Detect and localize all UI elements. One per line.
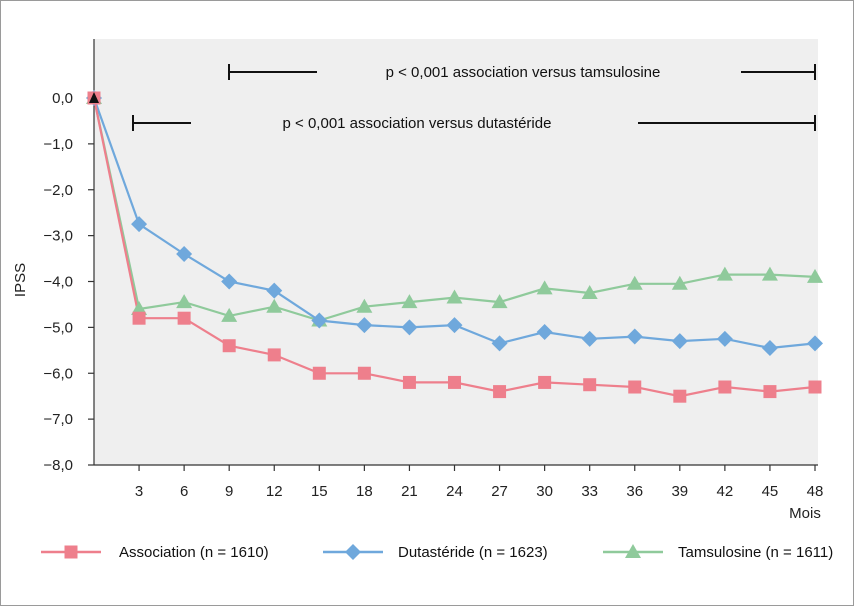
data-point-triangle	[401, 294, 418, 309]
x-tick-label: 9	[225, 483, 233, 500]
data-point-triangle	[671, 275, 688, 290]
annotation-dutasteride: p < 0,001 association versus dutastéride	[132, 115, 816, 132]
legend: Association (n = 1610) Dutastéride (n = 1…	[41, 544, 833, 561]
x-tick-label: 21	[401, 483, 418, 500]
data-point-diamond	[221, 273, 238, 290]
data-point-square	[267, 348, 281, 362]
x-tick-label: 27	[491, 483, 508, 500]
data-point-square	[357, 366, 371, 380]
axes: 0,0−1,0−2,0−3,0−4,0−5,0−6,0−7,0−8,03 6 9 12…	[43, 39, 823, 500]
data-point-diamond	[536, 323, 553, 340]
data-point-square	[448, 375, 461, 389]
x-tick-label: 3	[135, 483, 143, 500]
data-point-triangle	[761, 266, 778, 281]
data-point-square	[493, 385, 507, 399]
x-tick-label: 36	[626, 483, 643, 500]
data-point-diamond	[716, 330, 733, 347]
legend-marker-square	[64, 545, 78, 559]
y-tick-label: −6,0	[43, 365, 73, 382]
y-tick-label: −3,0	[43, 228, 73, 245]
data-point-square	[132, 311, 146, 325]
x-tick-label: 18	[356, 483, 373, 500]
data-point-triangle	[491, 294, 508, 309]
data-point-diamond	[807, 335, 823, 352]
data-point-triangle	[581, 284, 598, 299]
legend-item: Tamsulosine (n = 1611)	[603, 544, 833, 561]
data-point-square	[718, 380, 732, 394]
plot-area	[94, 39, 818, 465]
data-point-diamond	[356, 317, 373, 334]
y-tick-label: −4,0	[43, 274, 73, 291]
y-axis-title: IPSS	[12, 263, 29, 297]
data-point-square	[538, 375, 552, 389]
x-tick-label: 15	[311, 483, 328, 500]
origin-arrow-icon	[89, 92, 99, 103]
data-point-square	[222, 339, 236, 353]
legend-marker-diamond	[345, 544, 361, 560]
x-tick-label: 12	[266, 483, 283, 500]
data-point-triangle	[356, 298, 373, 313]
legend-label: Tamsulosine (n = 1611)	[678, 544, 833, 561]
x-tick-label: 6	[180, 483, 188, 500]
data-point-triangle	[807, 268, 823, 283]
y-tick-label: −2,0	[43, 182, 73, 199]
legend-item: Dutastéride (n = 1623)	[323, 544, 548, 561]
data-point-square	[673, 389, 687, 403]
x-axis-title: Mois	[789, 505, 821, 522]
annotation-dutasteride-text: p < 0,001 association versus dutastéride	[283, 115, 552, 132]
data-point-diamond	[446, 317, 463, 334]
data-point-triangle	[266, 298, 283, 313]
annotation-tamsulosine: p < 0,001 association versus tamsulosine	[228, 64, 816, 81]
annotation-tamsulosine-text: p < 0,001 association versus tamsulosine	[386, 64, 661, 81]
x-tick-label: 45	[762, 483, 779, 500]
x-tick-label: 24	[446, 483, 463, 500]
data-point-diamond	[311, 312, 328, 329]
significance-annotations: p < 0,001 association versus tamsulosine…	[132, 64, 816, 132]
y-tick-label: −8,0	[43, 457, 73, 474]
data-point-triangle	[716, 266, 733, 281]
data-point-diamond	[671, 333, 688, 350]
data-point-triangle	[131, 301, 148, 316]
data-point-square	[177, 311, 191, 325]
data-point-square	[628, 380, 642, 394]
data-point-square	[402, 375, 416, 389]
y-tick-label: −5,0	[43, 319, 73, 336]
y-tick-label: 0,0	[52, 90, 73, 107]
legend-marker-triangle	[625, 544, 641, 558]
data-point-diamond	[401, 319, 418, 336]
data-point-square	[763, 385, 777, 399]
y-tick-label: −1,0	[43, 136, 73, 153]
data-point-diamond	[176, 245, 193, 262]
legend-label: Association (n = 1610)	[119, 544, 269, 561]
data-point-square	[312, 366, 326, 380]
y-tick-label: −7,0	[43, 411, 73, 428]
data-point-square	[583, 378, 597, 392]
data-point-triangle	[221, 307, 238, 322]
data-point-triangle	[536, 280, 553, 295]
x-tick-label: 30	[536, 483, 553, 500]
x-tick-label: 39	[671, 483, 688, 500]
data-point-diamond	[761, 340, 778, 357]
data-point-diamond	[266, 282, 283, 299]
legend-label: Dutastéride (n = 1623)	[398, 544, 548, 561]
data-point-diamond	[131, 216, 148, 233]
data-point-diamond	[626, 328, 643, 345]
data-point-square	[808, 380, 822, 394]
data-point-diamond	[581, 330, 598, 347]
x-tick-label: 33	[581, 483, 598, 500]
data-series	[86, 90, 823, 403]
data-point-diamond	[491, 335, 508, 352]
x-tick-label: 48	[807, 483, 824, 500]
data-point-triangle	[626, 275, 643, 290]
legend-item: Association (n = 1610)	[41, 544, 269, 561]
x-tick-label: 42	[717, 483, 734, 500]
data-point-triangle	[446, 289, 463, 304]
data-point-triangle	[176, 294, 193, 309]
